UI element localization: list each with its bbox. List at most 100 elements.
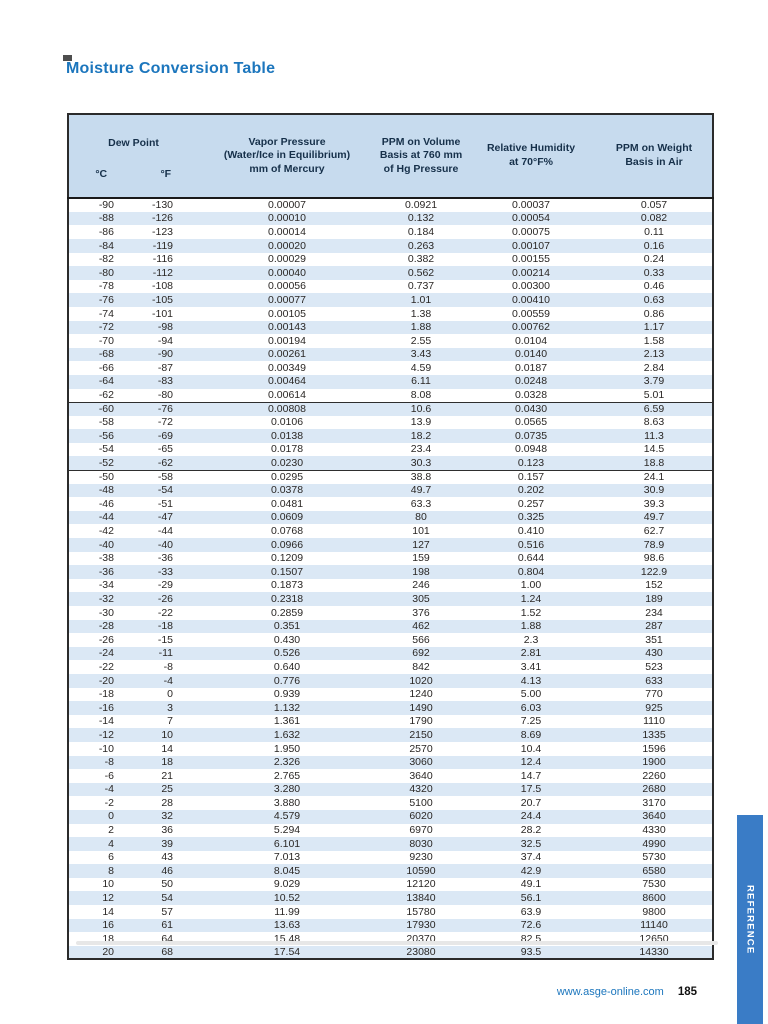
table-cell: 24.1 bbox=[596, 469, 714, 484]
table-cell: 4.59 bbox=[410, 361, 432, 374]
table-cell: -66 bbox=[98, 361, 114, 374]
table-cell: 30.3 bbox=[410, 456, 432, 469]
table-cell: 2260 bbox=[642, 769, 666, 782]
table-cell: -50 bbox=[68, 469, 136, 484]
table-cell: -40 bbox=[157, 538, 174, 551]
table-cell: 21 bbox=[161, 769, 174, 782]
table-row: -14 7 1.361 1790 7.25 1110 bbox=[68, 715, 713, 729]
table-cell: 0.737 bbox=[407, 280, 435, 293]
table-row: 6 43 7.013 9230 37.4 5730 bbox=[68, 851, 713, 865]
table-cell: 5.294 bbox=[273, 824, 301, 837]
table-cell: -12 bbox=[98, 728, 114, 741]
page-footer: www.asge-online.com 185 bbox=[557, 986, 697, 998]
table-cell: -72 bbox=[98, 321, 114, 334]
table-cell: -48 bbox=[98, 484, 114, 497]
table-cell: 16 bbox=[102, 919, 114, 932]
table-cell: 0.00105 bbox=[268, 307, 306, 320]
table-cell: 566 bbox=[412, 633, 430, 646]
table-cell: 0.0328 bbox=[514, 388, 548, 401]
table-row: -84 -119 0.00020 0.263 0.00107 0.16 bbox=[68, 238, 714, 253]
table-cell: 0.00054 bbox=[512, 212, 550, 225]
table-cell: -30 bbox=[98, 606, 114, 619]
table-cell: 37.4 bbox=[520, 851, 542, 864]
table-cell: 72.6 bbox=[520, 919, 542, 932]
table-cell: -90 bbox=[98, 199, 114, 212]
table-cell: 0.804 bbox=[517, 565, 545, 578]
table-cell: -51 bbox=[157, 497, 174, 510]
table-cell: -76 bbox=[136, 401, 199, 416]
table-cell: 10.6 bbox=[376, 401, 467, 416]
website-link[interactable]: www.asge-online.com bbox=[556, 986, 664, 998]
table-cell: 3.41 bbox=[520, 660, 542, 673]
table-cell: 0.430 bbox=[273, 633, 301, 646]
table-cell: 62.7 bbox=[643, 525, 665, 537]
table-cell: 0.644 bbox=[517, 552, 545, 565]
table-cell: 0.0378 bbox=[270, 484, 304, 497]
table-row: -20 -4 0.776 1020 4.13 633 bbox=[68, 673, 714, 688]
table-cell: 0.0430 bbox=[466, 401, 597, 416]
table-cell: 2570 bbox=[409, 742, 433, 755]
table-row: -12 10 1.632 2150 8.69 1335 bbox=[68, 728, 714, 742]
table-cell: -64 bbox=[98, 375, 114, 388]
table-cell: 6.11 bbox=[411, 375, 431, 388]
table-cell: 1.17 bbox=[643, 321, 665, 334]
table-row: -66 -87 0.00349 4.59 0.0187 2.84 bbox=[68, 361, 713, 375]
table-cell: 8030 bbox=[409, 837, 433, 850]
table-cell: 0.640 bbox=[273, 660, 301, 673]
table-cell: -130 bbox=[152, 199, 174, 212]
table-cell: -87 bbox=[157, 361, 174, 374]
table-cell: -33 bbox=[157, 565, 174, 578]
table-cell: 9.029 bbox=[273, 878, 301, 891]
table-cell: 0.0230 bbox=[270, 456, 304, 469]
table-row: -80 -112 0.00040 0.562 0.00214 0.33 bbox=[68, 266, 714, 280]
table-cell: 14 bbox=[161, 742, 174, 755]
table-row: 20 68 17.54 23080 93.5 14330 bbox=[68, 945, 714, 960]
table-cell: 4320 bbox=[409, 783, 433, 796]
table-cell: -83 bbox=[157, 375, 174, 388]
table-row: -90 -130 0.00007 0.0921 0.00037 0.057 bbox=[68, 198, 713, 212]
table-cell: 20.7 bbox=[520, 796, 542, 809]
table-cell: 18.8 bbox=[643, 456, 665, 469]
table-cell: 376 bbox=[412, 606, 430, 619]
table-cell: 0.776 bbox=[273, 674, 301, 687]
table-cell: 2.81 bbox=[520, 647, 542, 660]
table-cell: 12650 bbox=[639, 932, 669, 945]
table-cell: 0.2859 bbox=[270, 606, 304, 619]
table-cell: 25 bbox=[161, 783, 174, 796]
table-cell: 3170 bbox=[642, 796, 666, 809]
table-cell: 1790 bbox=[409, 715, 433, 728]
table-cell: -56 bbox=[98, 429, 114, 442]
table-cell: 0.325 bbox=[517, 511, 545, 524]
table-row: -54 -65 0.0178 23.4 0.0948 14.5 bbox=[68, 443, 713, 457]
table-cell: 17.54 bbox=[273, 945, 301, 958]
table-cell: 8.63 bbox=[643, 416, 665, 429]
table-cell: 0.00143 bbox=[268, 321, 306, 334]
scan-shadow-artifact bbox=[76, 941, 718, 945]
table-cell: 1.132 bbox=[273, 701, 301, 714]
table-cell: 0.00559 bbox=[512, 307, 550, 320]
table-cell: 0.0178 bbox=[270, 443, 304, 456]
table-cell: 3.280 bbox=[273, 783, 301, 796]
table-row: -24 -11 0.526 692 2.81 430 bbox=[68, 646, 714, 661]
table-cell: 68 bbox=[161, 945, 174, 958]
table-cell: 842 bbox=[412, 660, 430, 673]
table-cell: 0.00107 bbox=[512, 239, 550, 252]
table-row: -34 -29 0.1873 246 1.00 152 bbox=[68, 579, 713, 593]
table-cell: -4 bbox=[104, 783, 114, 796]
table-cell: 127 bbox=[412, 538, 430, 551]
table-cell: 0.00014 bbox=[268, 225, 306, 238]
table-cell: -26 bbox=[98, 633, 114, 646]
table-cell: 38.8 bbox=[376, 469, 467, 484]
table-cell: 0.1873 bbox=[270, 579, 304, 592]
reference-section-tab: REFERENCE bbox=[737, 815, 763, 1024]
table-cell: 0.0106 bbox=[270, 416, 304, 429]
table-row: -10 14 1.950 2570 10.4 1596 bbox=[68, 742, 713, 756]
table-cell: -76 bbox=[98, 293, 114, 306]
table-cell: 770 bbox=[645, 688, 663, 701]
table-cell: 0.33 bbox=[643, 266, 665, 279]
table-cell: 0.00077 bbox=[268, 293, 306, 306]
table-cell: 0.562 bbox=[407, 266, 435, 279]
table-cell: 1490 bbox=[409, 701, 433, 714]
table-cell: -123 bbox=[152, 225, 174, 238]
table-cell: 2 bbox=[108, 824, 114, 837]
